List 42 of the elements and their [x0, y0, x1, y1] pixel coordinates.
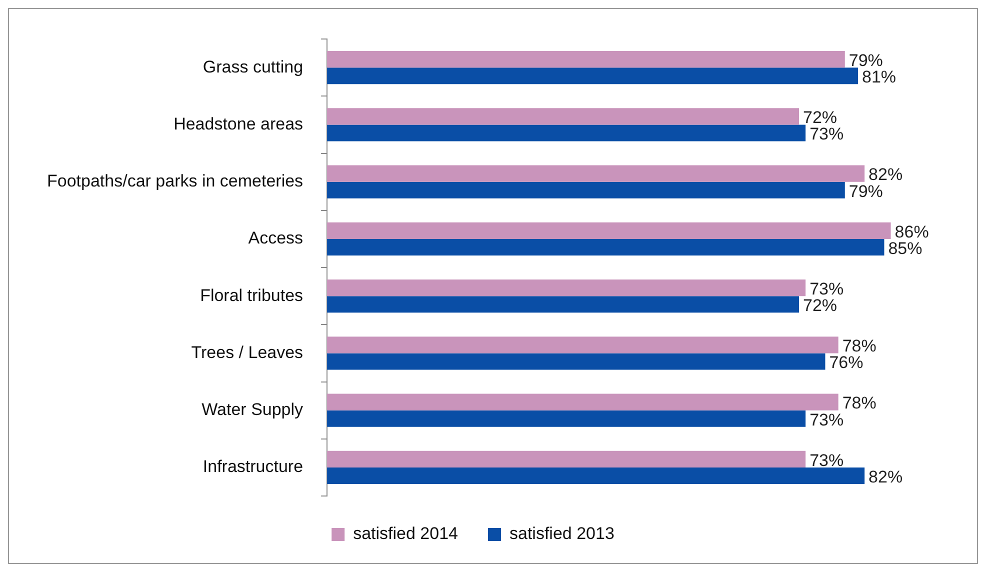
bar: [327, 50, 845, 68]
bar: [327, 238, 884, 256]
bar: [327, 124, 806, 142]
bar: [327, 353, 826, 370]
y-tick-label: Access: [248, 228, 304, 248]
data-label: 76%: [829, 353, 864, 372]
y-tick-label: Trees / Leaves: [191, 342, 304, 362]
bar: [327, 296, 800, 313]
bar: [327, 279, 806, 296]
data-label: 78%: [842, 336, 876, 356]
bar: [327, 450, 806, 468]
y-tick-label: Headstone areas: [174, 114, 304, 134]
y-tick-label: Infrastructure: [202, 457, 304, 476]
data-label: 73%: [810, 124, 844, 144]
data-label: 79%: [848, 182, 883, 201]
bar: [327, 222, 891, 239]
bar: [327, 108, 800, 125]
data-label: 79%: [848, 50, 883, 70]
data-label: 73%: [810, 410, 844, 430]
data-label: 82%: [868, 467, 903, 486]
bar: [327, 467, 865, 484]
data-label: 82%: [868, 165, 903, 184]
y-tick-label: Footpaths/car parks in cemeteries: [46, 172, 304, 190]
data-label: 85%: [888, 238, 922, 258]
data-label: 86%: [894, 222, 929, 242]
y-tick-label: Water Supply: [202, 400, 304, 419]
data-label: 81%: [862, 68, 896, 87]
data-label: 72%: [803, 296, 838, 316]
data-label: 73%: [810, 450, 844, 470]
bar: [327, 182, 845, 198]
y-tick-label: Floral tributes: [200, 286, 304, 305]
legend-label: satisfied 2013: [510, 524, 614, 544]
legend-label: satisfied 2014: [353, 524, 458, 544]
y-tick-label: Grass cutting: [202, 57, 304, 76]
bar: [327, 336, 838, 354]
data-label: 78%: [842, 394, 876, 413]
bar: [327, 68, 858, 84]
bar: [327, 394, 838, 410]
data-label: 73%: [810, 279, 844, 298]
bar: [327, 410, 806, 427]
data-label: 72%: [803, 108, 838, 128]
bar: [327, 165, 865, 182]
